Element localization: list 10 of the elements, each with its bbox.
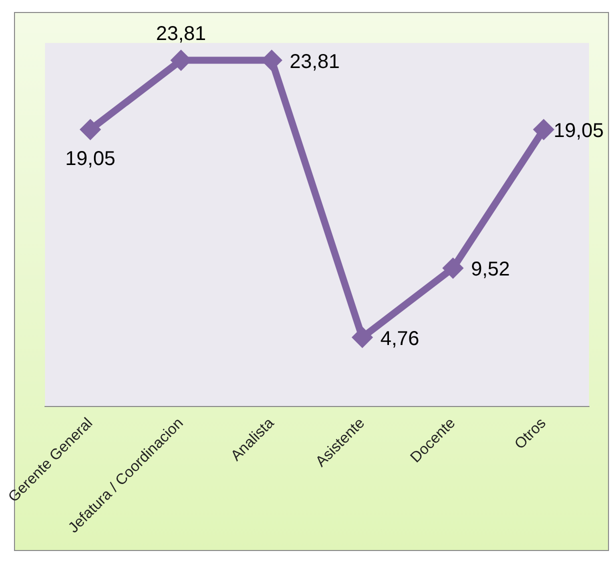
data-label: 9,52 [471, 258, 510, 281]
point [533, 119, 554, 140]
point [80, 119, 101, 140]
data-label: 4,76 [380, 328, 420, 350]
point [442, 258, 464, 279]
point [352, 326, 373, 348]
data-label: 23,81 [290, 50, 340, 73]
data-label: 23,81 [156, 22, 206, 45]
data-label: 19,05 [65, 148, 116, 170]
data-label: 19,05 [554, 120, 604, 142]
